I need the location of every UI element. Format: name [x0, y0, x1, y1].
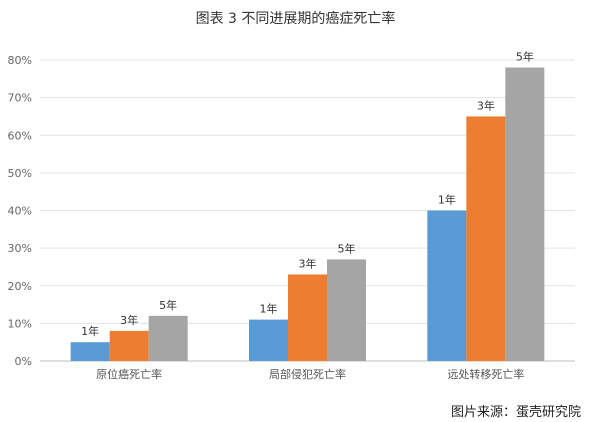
y-tick-label: 10%	[8, 317, 32, 330]
bar	[148, 315, 188, 361]
x-category-label: 局部侵犯死亡率	[269, 367, 346, 381]
data-label: 1年	[438, 193, 456, 207]
y-tick-label: 30%	[8, 242, 32, 255]
y-axis-ticks: 0% 10% 20% 30% 40% 50% 60% 70% 80%	[8, 54, 32, 368]
y-tick-label: 70%	[8, 92, 32, 105]
data-labels: 1年 3年 5年 1年 3年 5年 1年 3年 5年	[81, 50, 534, 339]
source-caption: 图片来源：蛋壳研究院	[450, 405, 581, 420]
data-label: 5年	[338, 241, 356, 255]
data-label: 5年	[159, 298, 177, 312]
y-tick-label: 60%	[8, 129, 32, 142]
bar	[466, 116, 506, 361]
bar	[427, 210, 467, 361]
data-label: 3年	[120, 313, 138, 327]
data-label: 1年	[81, 324, 99, 338]
y-tick-label: 50%	[8, 167, 32, 180]
bar	[70, 342, 110, 361]
data-label: 5年	[516, 50, 534, 64]
x-axis-categories: 原位癌死亡率 局部侵犯死亡率 远处转移死亡率	[96, 367, 524, 381]
chart-title: 图表 3 不同进展期的癌症死亡率	[195, 11, 396, 27]
y-tick-label: 80%	[8, 54, 32, 67]
data-label: 3年	[299, 256, 317, 270]
y-tick-label: 0%	[15, 355, 32, 368]
y-tick-label: 40%	[8, 205, 32, 218]
y-tick-label: 20%	[8, 280, 32, 293]
x-category-label: 原位癌死亡率	[96, 367, 162, 381]
bar	[327, 259, 366, 361]
data-label: 1年	[260, 302, 278, 316]
bar	[505, 67, 545, 362]
bar	[288, 274, 327, 361]
x-category-label: 远处转移死亡率	[447, 367, 524, 381]
bars	[70, 67, 545, 362]
data-label: 3年	[477, 98, 495, 112]
bar	[109, 330, 149, 361]
bar	[249, 319, 288, 361]
